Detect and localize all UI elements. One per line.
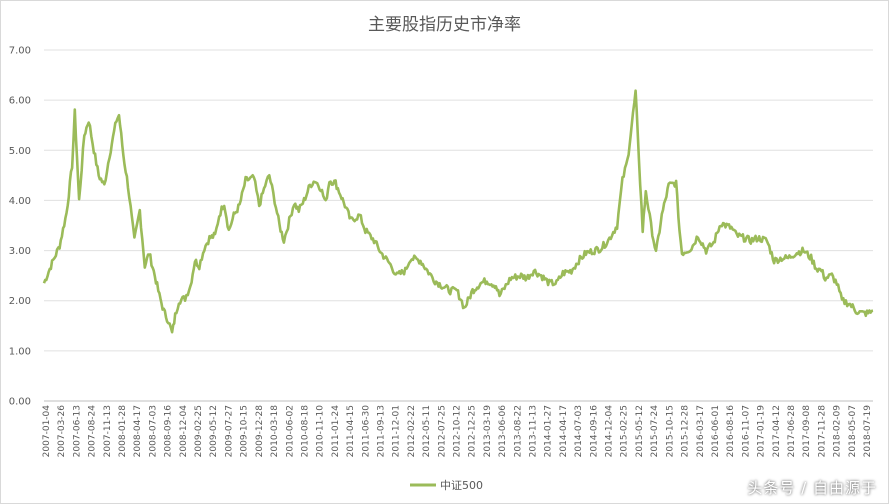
y-axis-ticks: 0.00 1.00 2.00 3.00 4.00 5.00 6.00 7.00 — [9, 46, 31, 408]
x-tick-label: 2015-12-28 — [681, 405, 691, 458]
x-tick-label: 2010-03-18 — [270, 405, 280, 458]
x-tick-label: 2010-06-02 — [285, 405, 295, 457]
y-tick-label: 2.00 — [9, 296, 31, 307]
x-tick-label: 2007-01-04 — [42, 405, 52, 458]
gridlines — [44, 49, 873, 402]
x-tick-label: 2009-05-12 — [209, 405, 219, 457]
y-tick-label: 0.00 — [9, 397, 31, 408]
x-tick-label: 2017-06-28 — [787, 405, 797, 458]
x-tick-label: 2018-05-07 — [848, 405, 858, 457]
x-tick-label: 2011-01-24 — [331, 405, 341, 458]
y-tick-label: 4.00 — [9, 196, 31, 207]
x-tick-label: 2009-10-15 — [240, 405, 250, 457]
y-tick-label: 3.00 — [9, 246, 31, 257]
y-tick-label: 7.00 — [9, 46, 31, 57]
x-tick-label: 2007-11-13 — [103, 405, 113, 457]
x-tick-label: 2009-12-28 — [255, 405, 265, 458]
x-tick-label: 2018-02-09 — [833, 405, 843, 458]
x-tick-label: 2018-07-19 — [863, 405, 873, 458]
series-layer — [42, 89, 874, 334]
x-tick-label: 2007-03-26 — [57, 405, 67, 458]
x-tick-label: 2008-01-28 — [118, 405, 128, 458]
x-tick-label: 2016-06-01 — [711, 405, 721, 457]
legend: 中证500 — [410, 479, 483, 492]
x-tick-label: 2014-04-17 — [559, 405, 569, 457]
x-tick-label: 2017-04-12 — [772, 405, 782, 457]
x-tick-label: 2012-02-22 — [407, 405, 417, 457]
x-tick-label: 2011-04-15 — [346, 405, 356, 457]
x-tick-label: 2007-08-24 — [88, 405, 98, 458]
x-tick-label: 2015-10-15 — [665, 405, 675, 457]
x-tick-label: 2017-01-19 — [757, 405, 767, 458]
x-tick-label: 2013-11-13 — [529, 405, 539, 457]
x-tick-label: 2014-12-04 — [605, 405, 615, 458]
x-tick-label: 2012-12-25 — [468, 405, 478, 457]
series-line-csi500 — [42, 89, 874, 334]
x-tick-label: 2017-11-28 — [817, 405, 827, 458]
x-tick-label: 2016-11-07 — [741, 405, 751, 457]
x-tick-label: 2009-07-27 — [224, 405, 234, 457]
x-tick-label: 2013-03-19 — [483, 405, 493, 458]
y-tick-label: 6.00 — [9, 96, 31, 107]
x-tick-label: 2011-09-13 — [376, 405, 386, 457]
x-tick-label: 2009-02-25 — [194, 405, 204, 457]
x-tick-label: 2008-07-03 — [148, 405, 158, 457]
x-tick-label: 2015-05-12 — [635, 405, 645, 457]
x-tick-label: 2014-01-27 — [544, 405, 554, 457]
x-tick-label: 2010-08-18 — [300, 405, 310, 458]
chart-title: 主要股指历史市净率 — [368, 15, 521, 35]
x-tick-label: 2008-09-16 — [164, 405, 174, 458]
x-tick-label: 2013-08-22 — [513, 405, 523, 457]
x-tick-label: 2007-06-13 — [72, 405, 82, 457]
x-tick-label: 2012-10-12 — [453, 405, 463, 457]
x-tick-label: 2016-08-16 — [726, 405, 736, 458]
x-tick-label: 2012-05-11 — [422, 405, 432, 457]
legend-label: 中证500 — [440, 479, 483, 492]
x-tick-label: 2011-06-30 — [361, 405, 371, 458]
y-tick-label: 1.00 — [9, 346, 31, 357]
x-tick-label: 2011-12-01 — [392, 405, 402, 457]
x-tick-label: 2008-04-17 — [133, 405, 143, 457]
x-tick-label: 2014-07-03 — [574, 405, 584, 457]
x-tick-label: 2008-12-04 — [179, 405, 189, 458]
x-axis-ticks: 2007-01-04 2007-03-26 2007-06-13 2007-08-24… — [42, 405, 873, 458]
x-tick-label: 2016-03-17 — [696, 405, 706, 457]
x-tick-label: 2015-02-25 — [620, 405, 630, 457]
y-tick-label: 5.00 — [9, 146, 31, 157]
watermark: 头条号 / 自由源于 — [747, 479, 877, 497]
x-tick-label: 2015-07-24 — [650, 405, 660, 458]
x-tick-label: 2012-07-25 — [437, 405, 447, 457]
x-tick-label: 2010-11-10 — [316, 405, 326, 458]
x-tick-label: 2014-09-16 — [589, 405, 599, 458]
x-tick-label: 2013-06-06 — [498, 405, 508, 458]
x-tick-label: 2017-09-08 — [802, 405, 812, 458]
